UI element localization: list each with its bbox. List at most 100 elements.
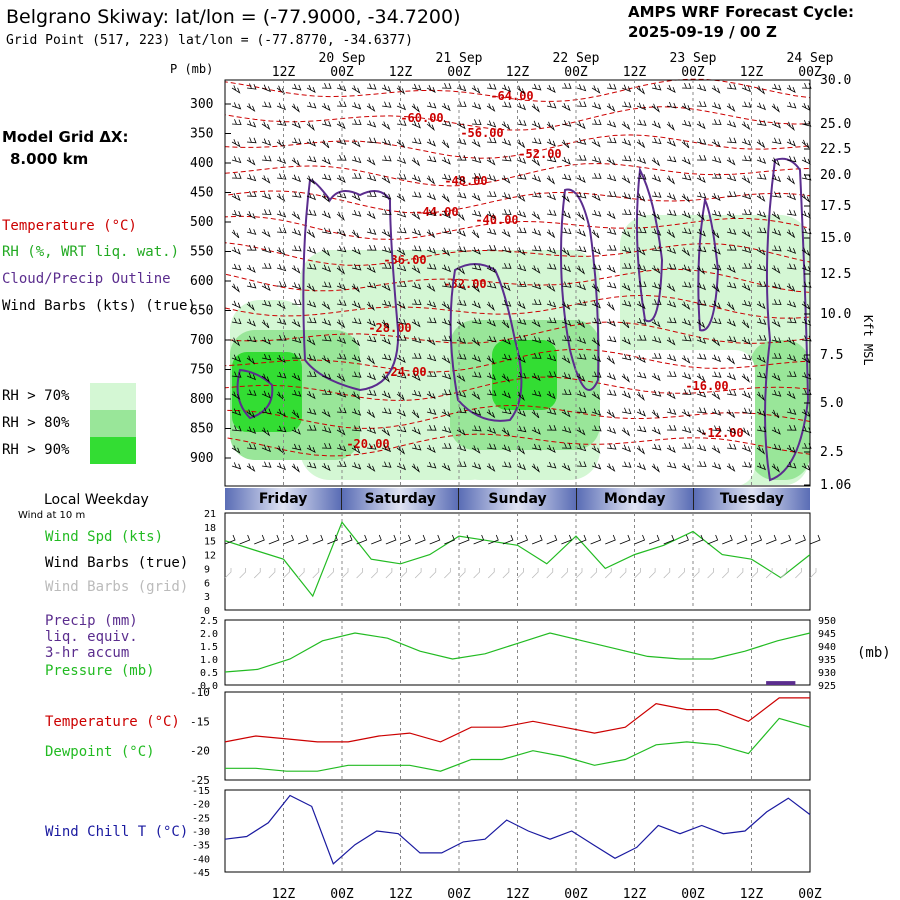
height-tick-label: 25.0 xyxy=(820,117,851,132)
wind-barb xyxy=(516,156,527,164)
wind-barb xyxy=(246,157,256,166)
wind-barb xyxy=(546,337,556,346)
wind-barb xyxy=(246,318,256,327)
wind-barb xyxy=(501,138,512,146)
wind-barb xyxy=(591,246,601,255)
wind-barb xyxy=(336,336,347,344)
surface-wind-barb xyxy=(678,534,689,545)
wind-barb xyxy=(231,371,242,378)
wind-barb xyxy=(456,353,467,360)
wind-barb xyxy=(366,83,377,90)
temperature-tick-label: -15 xyxy=(190,715,210,728)
wind-barb xyxy=(696,138,707,145)
wind-barb xyxy=(321,372,332,380)
wind-barb xyxy=(621,246,632,254)
wind-barb xyxy=(606,264,616,273)
wind-barb xyxy=(231,139,241,148)
wind-barb xyxy=(711,371,722,378)
wind-barb xyxy=(681,426,692,434)
wind-barb xyxy=(726,372,737,381)
wind-barb xyxy=(366,301,375,311)
wind-barb xyxy=(591,300,601,309)
wind-barb xyxy=(666,263,677,270)
wind-barb xyxy=(651,409,660,419)
wind-barb xyxy=(681,409,691,418)
wind-barb xyxy=(726,443,737,450)
wind-barb xyxy=(621,175,631,184)
wind-barb xyxy=(441,462,451,472)
grid-wind-barb xyxy=(736,568,744,579)
wind-barb xyxy=(336,191,347,199)
wind-barb xyxy=(351,300,361,309)
wind-barb xyxy=(396,391,405,401)
wind-barb xyxy=(351,119,362,126)
grid-wind-barb xyxy=(502,568,510,579)
wind-barb xyxy=(246,355,256,365)
wind-barb xyxy=(381,138,392,146)
wind-barb xyxy=(276,173,287,180)
wind-barb xyxy=(426,461,437,469)
grid-wind-barb xyxy=(283,568,290,579)
wind-barb xyxy=(366,426,377,434)
pressure-tick-label: 450 xyxy=(190,186,213,201)
wind-barb xyxy=(246,83,257,90)
wind-barb xyxy=(771,299,782,306)
wind-barbs-grid-legend: Wind Barbs (grid) xyxy=(45,579,189,595)
wind-barb xyxy=(501,246,512,254)
wind-barb xyxy=(771,174,782,183)
wind-barb xyxy=(681,301,691,311)
wind-barb xyxy=(486,157,496,166)
wind-barb xyxy=(246,191,257,197)
wind-barb xyxy=(801,372,812,380)
wind-barb xyxy=(531,137,542,145)
grid-wind-barb xyxy=(297,568,305,579)
wind-barb xyxy=(786,444,796,453)
wind-barb xyxy=(711,283,721,293)
surface-wind-barb xyxy=(254,534,265,545)
model-grid-label: Model Grid ΔX: xyxy=(2,128,129,146)
wind-barb xyxy=(501,299,512,307)
wind-barb xyxy=(561,139,570,149)
wind-barb xyxy=(666,408,677,415)
wind-barb xyxy=(741,407,752,415)
wind-barb xyxy=(456,336,467,344)
wind-barb xyxy=(681,355,691,364)
wind-barb xyxy=(726,83,737,90)
wind-barb xyxy=(516,85,526,95)
wind-barb xyxy=(381,299,392,307)
wind-chill-tick-label: -20 xyxy=(192,800,210,811)
wind-barb xyxy=(666,209,677,216)
wind-barb xyxy=(426,300,437,308)
wind-barb xyxy=(651,228,662,236)
wind-barb xyxy=(291,137,302,145)
wind-barb xyxy=(696,461,707,467)
wind-barb xyxy=(696,121,706,130)
wind-barb xyxy=(516,102,527,111)
wind-barb xyxy=(786,209,797,216)
wind-chill-tick-label: -40 xyxy=(192,854,210,865)
wind-barb xyxy=(756,102,767,111)
wind-barb xyxy=(336,353,347,360)
wind-barb xyxy=(336,228,346,237)
wind-barb xyxy=(321,264,332,273)
wind-barb xyxy=(321,119,332,127)
rh90-legend: RH > 90% xyxy=(2,442,70,458)
wind-barb xyxy=(651,174,662,183)
wind-barb xyxy=(771,463,781,473)
surface-wind-barb xyxy=(458,534,470,545)
cycle-label: AMPS WRF Forecast Cycle: xyxy=(628,3,854,21)
wind-barb xyxy=(621,155,632,162)
wind-barb xyxy=(591,354,602,363)
wind-barb xyxy=(246,426,257,434)
surface-wind-barb xyxy=(561,534,572,545)
wind-barb xyxy=(486,264,496,273)
wind-barb xyxy=(621,319,630,329)
wind-barb xyxy=(261,155,272,162)
wind-barb xyxy=(576,228,586,237)
wind-barb xyxy=(726,103,736,112)
precip-legend: Precip (mm) xyxy=(45,613,138,629)
wind-barb xyxy=(306,317,317,324)
wind-barb xyxy=(381,84,392,93)
wind-at-10m-label: Wind at 10 m xyxy=(18,510,86,521)
wind-barb xyxy=(666,229,676,239)
